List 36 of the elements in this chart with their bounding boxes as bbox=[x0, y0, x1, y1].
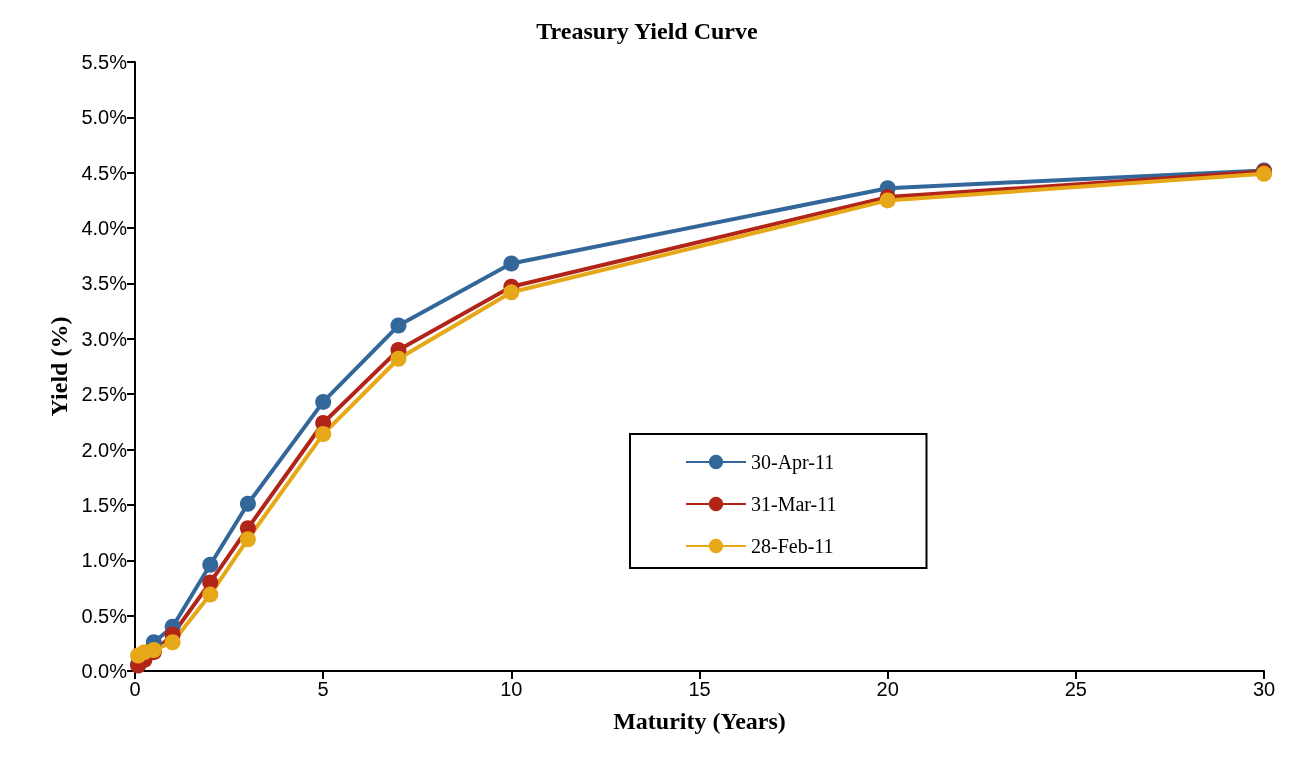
point bbox=[239, 531, 256, 548]
point bbox=[315, 393, 332, 410]
x-tick-label: 0 bbox=[129, 678, 141, 700]
y-axis-title: Yield (%) bbox=[45, 316, 72, 417]
legend-label: 31-Mar-11 bbox=[751, 493, 837, 515]
y-tick-label: 5.0% bbox=[81, 106, 128, 129]
y-tick-label: 0.0% bbox=[81, 660, 128, 682]
point bbox=[239, 495, 256, 512]
point bbox=[503, 284, 520, 301]
y-tick-label: 2.0% bbox=[81, 438, 128, 461]
y-tick-label: 5.5% bbox=[81, 51, 128, 73]
x-tick-label: 30 bbox=[1252, 678, 1276, 700]
x-tick-label: 10 bbox=[500, 678, 523, 700]
y-tick-label: 3.0% bbox=[81, 327, 128, 350]
x-tick-label: 25 bbox=[1064, 678, 1087, 700]
x-tick-label: 15 bbox=[688, 678, 711, 700]
x-axis-title: Maturity (Years) bbox=[613, 708, 786, 734]
point bbox=[390, 317, 407, 334]
point bbox=[315, 426, 332, 443]
y-tick-label: 3.5% bbox=[81, 272, 128, 295]
point bbox=[503, 255, 520, 272]
legend-label: 28-Feb-11 bbox=[751, 535, 834, 557]
chart-title: Treasury Yield Curve bbox=[536, 18, 758, 44]
point bbox=[390, 350, 407, 367]
x-tick-label: 5 bbox=[317, 678, 329, 700]
y-tick-label: 4.5% bbox=[81, 161, 128, 184]
point bbox=[164, 634, 181, 651]
point bbox=[202, 556, 219, 573]
y-tick-label: 0.5% bbox=[81, 604, 128, 627]
y-tick-label: 2.5% bbox=[81, 383, 128, 406]
x-tick-label: 20 bbox=[876, 678, 899, 700]
point bbox=[202, 586, 219, 603]
y-tick-label: 4.0% bbox=[81, 217, 128, 240]
legend-label: 30-Apr-11 bbox=[751, 451, 835, 474]
y-tick-label: 1.5% bbox=[81, 493, 128, 516]
y-tick-label: 1.0% bbox=[81, 549, 128, 572]
